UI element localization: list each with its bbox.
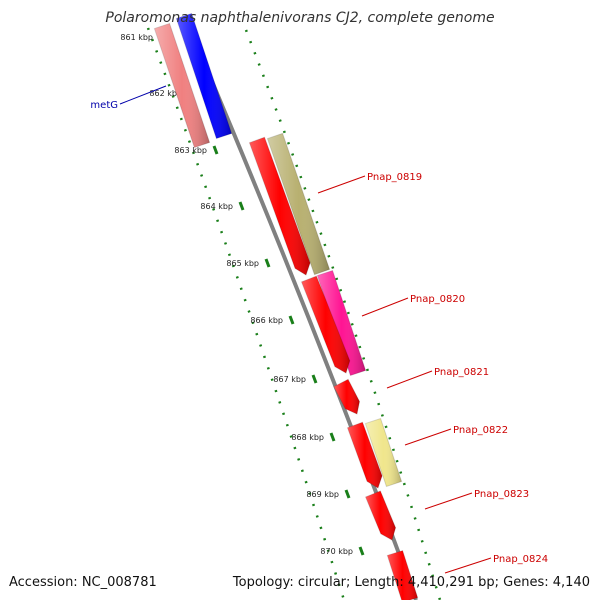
gene-Pnap_0823-shade — [365, 490, 396, 540]
tick-label: 864 kbp — [200, 202, 233, 211]
tick-label: 866 kbp — [250, 316, 283, 325]
label-layer: metG Pnap_0819 Pnap_0820 Pnap_0821 Pnap_0822… — [90, 85, 548, 574]
gene-segment-shade — [267, 133, 330, 275]
gene-Pnap_0819-shade — [249, 137, 311, 275]
gene-segment-shade — [154, 23, 210, 148]
gene-Pnap_0822-shade — [347, 422, 383, 488]
tick-label: 867 kbp — [273, 375, 306, 384]
leader-line — [361, 297, 409, 317]
leader-line — [119, 85, 167, 105]
gene-label[interactable]: Pnap_0824 — [493, 554, 548, 565]
gene-label[interactable]: Pnap_0821 — [434, 367, 489, 378]
gene-Pnap_0820-shade — [301, 276, 350, 373]
inner-tick-track — [146, 27, 346, 600]
tick-mark — [329, 432, 336, 442]
tick-mark — [212, 145, 219, 155]
gene-Pnap_0821-shade — [333, 379, 360, 414]
leader-line — [317, 175, 366, 194]
gene-segment-shade — [365, 418, 402, 487]
genome-title: Polaromonas naphthalenivorans CJ2, compl… — [105, 10, 495, 26]
tick-label: 863 kbp — [174, 146, 207, 155]
gene-label[interactable]: Pnap_0823 — [474, 489, 529, 500]
tick-label: 868 kbp — [291, 433, 324, 442]
tick-mark — [311, 374, 318, 384]
gene-label[interactable]: Pnap_0822 — [453, 425, 508, 436]
gene-segment-shade — [317, 270, 366, 376]
gene-label[interactable]: metG — [90, 100, 118, 111]
accession-text: Accession: NC_008781 — [9, 575, 157, 590]
gene-metG-shade — [176, 13, 232, 139]
gene-Pnap_0824-shade — [387, 550, 418, 600]
tick-mark — [264, 258, 271, 268]
tick-layer: 861 kbp 862 kbp 863 kbp 864 kbp 865 kbp 866 k… — [120, 19, 442, 600]
leader-line — [404, 428, 452, 446]
tick-mark — [344, 489, 351, 499]
tick-label: 861 kbp — [120, 33, 153, 42]
leader-line — [444, 557, 492, 574]
gene-layer — [153, 12, 419, 600]
gene-label[interactable]: Pnap_0819 — [367, 172, 422, 183]
tick-mark — [288, 315, 295, 325]
tick-label: 865 kbp — [226, 259, 259, 268]
leader-line — [386, 370, 433, 389]
genome-stats-text: Topology: circular; Length: 4,410,291 bp… — [232, 575, 590, 590]
tick-mark — [238, 201, 245, 211]
tick-label: 862 kbp — [149, 89, 182, 98]
leader-line — [424, 492, 473, 510]
gene-label[interactable]: Pnap_0820 — [410, 294, 465, 305]
tick-label: 870 kbp — [320, 547, 353, 556]
tick-mark — [358, 546, 365, 556]
tick-label: 869 kbp — [306, 490, 339, 499]
